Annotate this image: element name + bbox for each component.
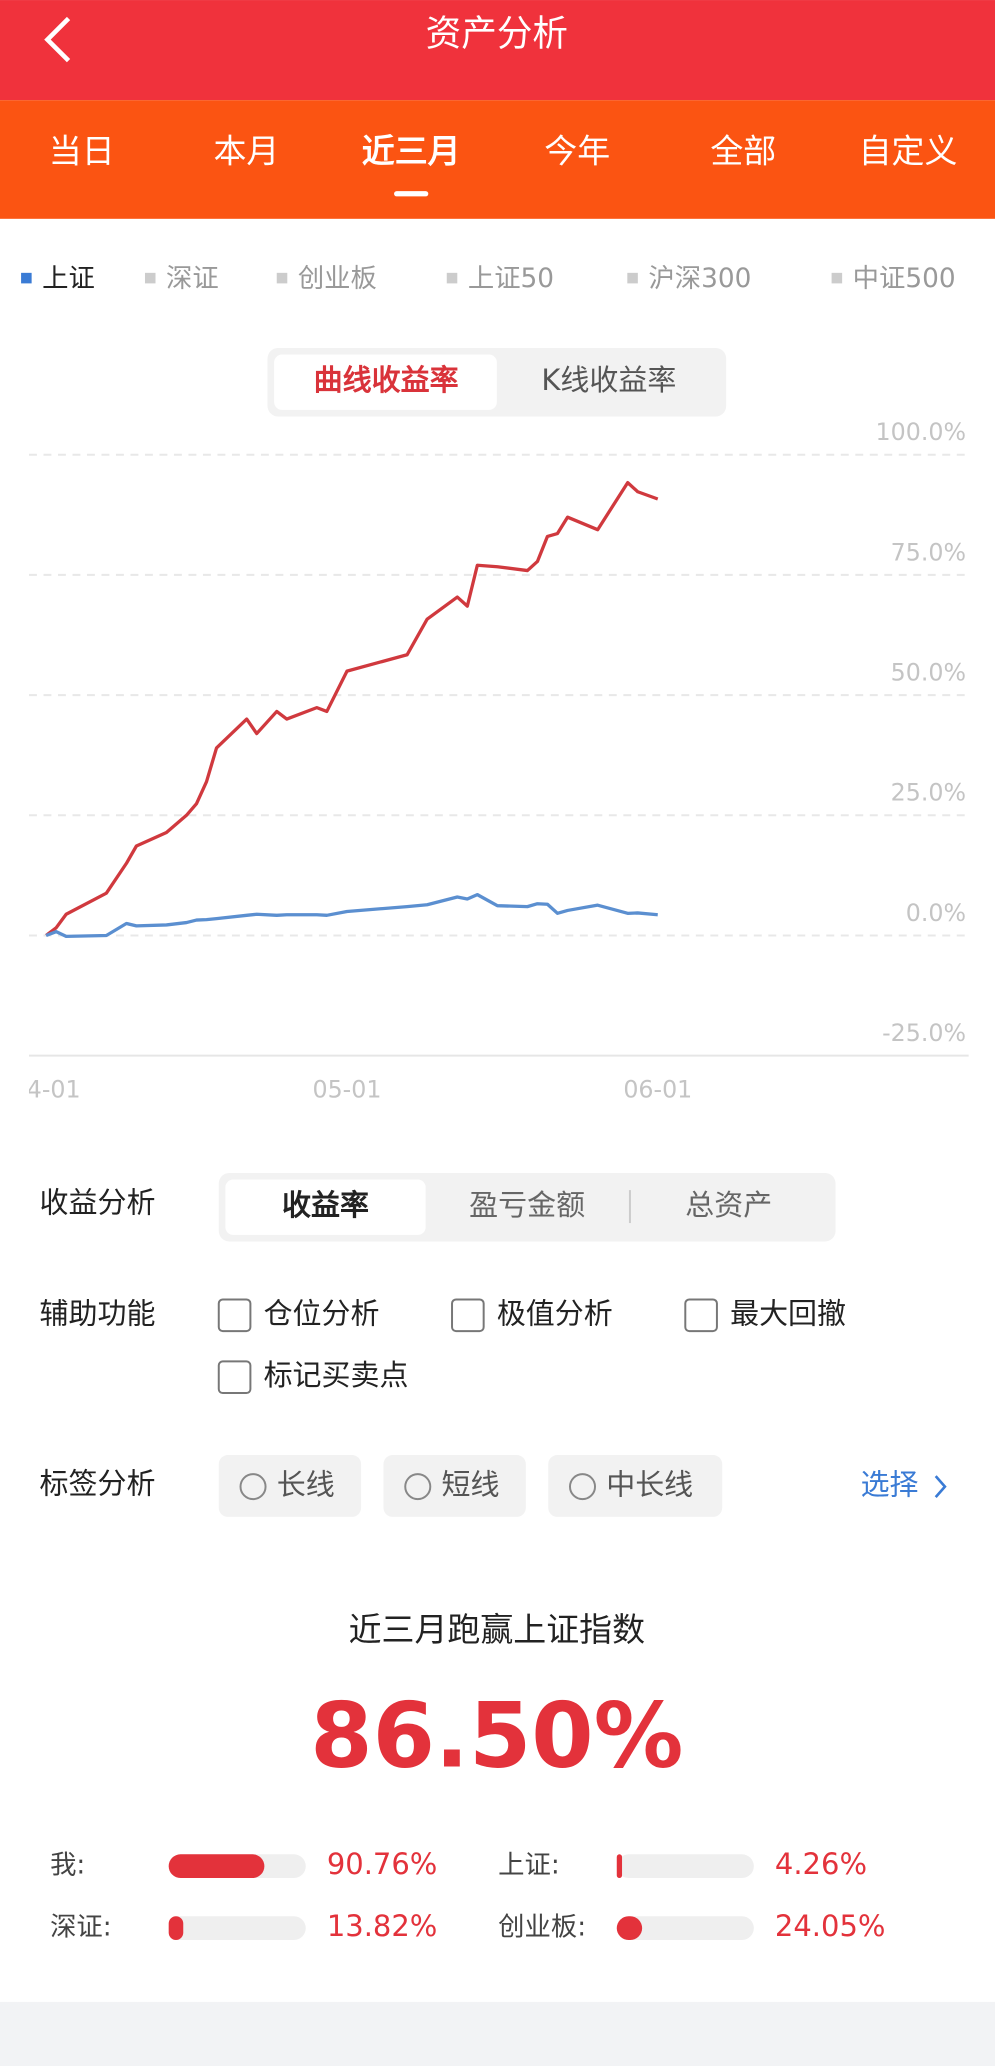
tag-label: 短线 <box>441 1468 499 1502</box>
radio <box>404 1473 432 1501</box>
period-tab[interactable]: 近三月 <box>362 131 461 170</box>
summary-title: 近三月跑赢上证指数 <box>349 1610 646 1649</box>
segment-option[interactable]: 总资产 <box>685 1188 772 1222</box>
index-marker <box>21 272 32 284</box>
tag-label: 长线 <box>277 1468 335 1502</box>
radio <box>239 1473 267 1501</box>
y-tick-label: -25.0% <box>882 1019 966 1047</box>
stat-track <box>616 1916 754 1940</box>
checkbox-label[interactable]: 最大回撤 <box>730 1296 846 1330</box>
stat-value: 90.76% <box>327 1847 438 1881</box>
index-tab[interactable]: 中证500 <box>853 264 956 294</box>
checkbox[interactable] <box>451 1298 485 1333</box>
index-marker <box>276 272 288 284</box>
checkbox-label[interactable]: 极值分析 <box>497 1296 613 1330</box>
row-label: 标签分析 <box>40 1466 156 1500</box>
stat-value: 24.05% <box>775 1909 886 1943</box>
page-title: 资产分析 <box>426 14 568 55</box>
index-tab[interactable]: 上证50 <box>468 264 554 294</box>
summary-value: 86.50% <box>310 1685 683 1789</box>
checkbox[interactable] <box>217 1360 252 1395</box>
tab-bar <box>0 100 995 219</box>
index-marker <box>144 272 156 284</box>
stat-name: 我: <box>50 1851 85 1881</box>
x-tick-label: 04-01 <box>12 1076 81 1104</box>
y-tick-label: 25.0% <box>891 779 966 807</box>
stat-bar <box>168 1854 265 1879</box>
series-line <box>45 481 659 937</box>
tab-indicator <box>394 191 429 197</box>
stat-bar <box>168 1916 184 1940</box>
index-tab[interactable]: 深证 <box>166 264 219 294</box>
mode-option[interactable]: 曲线收益率 <box>314 363 459 397</box>
stat-value: 13.82% <box>327 1909 438 1943</box>
stat-name: 上证: <box>498 1851 560 1881</box>
checkbox-label[interactable]: 标记买卖点 <box>264 1358 409 1392</box>
period-tab[interactable]: 自定义 <box>859 131 958 170</box>
mode-active <box>274 354 497 410</box>
y-tick-label: 50.0% <box>891 659 966 687</box>
period-tab[interactable]: 今年 <box>544 131 610 170</box>
period-tab[interactable]: 本月 <box>213 131 279 170</box>
index-marker <box>446 272 458 284</box>
checkbox[interactable] <box>217 1298 252 1333</box>
row-label: 收益分析 <box>40 1186 156 1220</box>
radio <box>568 1473 597 1501</box>
series-line <box>45 892 658 939</box>
stat-name: 深证: <box>50 1913 112 1943</box>
tag-pill[interactable] <box>548 1454 723 1517</box>
select-link[interactable]: 选择 <box>861 1468 919 1502</box>
y-tick-label: 0.0% <box>906 899 966 927</box>
stat-name: 创业板: <box>498 1913 586 1943</box>
back-button[interactable] <box>44 16 71 63</box>
stat-value: 4.26% <box>775 1847 867 1881</box>
stat-track <box>168 1916 306 1940</box>
checkbox-label[interactable]: 仓位分析 <box>264 1296 380 1330</box>
checkbox[interactable] <box>684 1298 718 1333</box>
segment-option[interactable]: 收益率 <box>282 1188 369 1222</box>
period-tab[interactable]: 全部 <box>710 131 776 170</box>
stat-bar <box>616 1916 643 1940</box>
index-tab[interactable]: 创业板 <box>298 264 377 294</box>
tag-label: 中长线 <box>606 1468 693 1502</box>
period-tab[interactable]: 当日 <box>49 131 115 170</box>
tag-pill[interactable] <box>218 1454 362 1517</box>
index-marker <box>831 272 843 284</box>
index-tab[interactable]: 上证 <box>42 264 95 294</box>
y-tick-label: 75.0% <box>891 538 966 566</box>
stat-track <box>616 1854 754 1879</box>
segment-active <box>225 1179 426 1235</box>
tag-pill[interactable] <box>383 1454 526 1517</box>
index-tab[interactable]: 沪深300 <box>648 264 751 294</box>
x-tick-label: 06-01 <box>623 1076 692 1104</box>
row-label: 辅助功能 <box>40 1296 156 1330</box>
x-tick-label: 05-01 <box>312 1076 381 1104</box>
header-bar <box>0 0 995 101</box>
footer-strip <box>0 2001 995 2066</box>
mode-option[interactable]: K线收益率 <box>541 363 676 397</box>
index-marker <box>627 272 638 284</box>
segment-option[interactable]: 盈亏金额 <box>469 1188 585 1222</box>
y-tick-label: 100.0% <box>876 418 966 446</box>
chevron <box>934 1475 947 1499</box>
stat-bar <box>616 1854 623 1879</box>
